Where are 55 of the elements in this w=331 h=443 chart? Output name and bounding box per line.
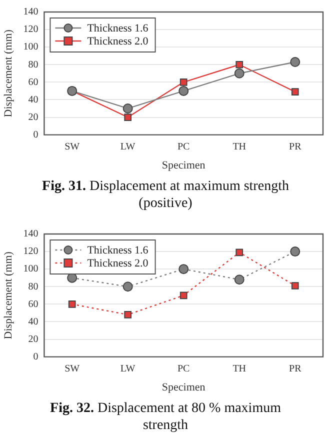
point xyxy=(124,114,132,121)
point xyxy=(291,88,299,96)
y-tick-label: 40 xyxy=(28,94,38,106)
text: Displacement at maximum strength (positive) xyxy=(88,179,289,211)
point xyxy=(122,103,133,114)
point xyxy=(178,86,189,96)
text: Displacement at 80 % maximum strength xyxy=(96,401,281,433)
point xyxy=(234,274,244,285)
y-axis-title: Displacement (mm) xyxy=(2,251,14,340)
x-tick-label: TH xyxy=(232,141,246,152)
x-axis-title: Specimen xyxy=(162,159,206,172)
y-tick-label: 120 xyxy=(23,24,38,36)
caption: Fig. 32. xyxy=(50,401,94,416)
y-tick-label: 0 xyxy=(33,129,38,140)
point xyxy=(180,78,188,86)
y-tick-label: 80 xyxy=(28,59,38,70)
point xyxy=(180,292,188,300)
point xyxy=(124,311,132,318)
y-tick-label: 100 xyxy=(23,42,38,53)
point xyxy=(290,246,300,257)
y-tick-label: 140 xyxy=(23,6,38,18)
point xyxy=(68,300,76,308)
point xyxy=(122,282,133,292)
x-tick-label: PR xyxy=(289,141,302,152)
y-tick-label: 60 xyxy=(28,298,38,310)
y-tick-label: 120 xyxy=(23,246,38,258)
x-tick-label: LW xyxy=(120,363,136,374)
y-tick-label: 0 xyxy=(33,351,38,362)
y-tick-label: 20 xyxy=(28,112,38,123)
point xyxy=(291,282,299,290)
legend-label: Thickness 1.6 xyxy=(87,244,149,256)
x-axis-title: Specimen xyxy=(162,381,206,394)
y-tick-label: 60 xyxy=(28,76,38,88)
y-tick-label: 100 xyxy=(23,264,38,275)
y-tick-label: 20 xyxy=(28,334,38,345)
y-tick-label: 40 xyxy=(28,316,38,328)
y-axis-title: Displacement (mm) xyxy=(2,29,14,118)
point xyxy=(236,248,244,256)
x-tick-label: LW xyxy=(120,141,136,152)
x-tick-label: PR xyxy=(289,363,302,374)
point xyxy=(234,68,244,78)
y-tick-label: 80 xyxy=(28,281,38,292)
x-tick-label: PC xyxy=(177,141,190,152)
x-tick-label: SW xyxy=(64,363,80,374)
x-tick-label: PC xyxy=(177,363,190,374)
point xyxy=(178,264,189,274)
legend-label: Thickness 2.0 xyxy=(87,35,149,48)
legend-label: Thickness 2.0 xyxy=(87,257,149,270)
legend-label: Thickness 1.6 xyxy=(87,22,149,34)
x-tick-label: TH xyxy=(232,363,246,374)
point xyxy=(236,60,244,68)
x-tick-label: SW xyxy=(64,141,80,152)
caption: Fig. 31. xyxy=(42,179,86,194)
y-tick-label: 140 xyxy=(23,228,38,240)
point xyxy=(290,56,300,67)
